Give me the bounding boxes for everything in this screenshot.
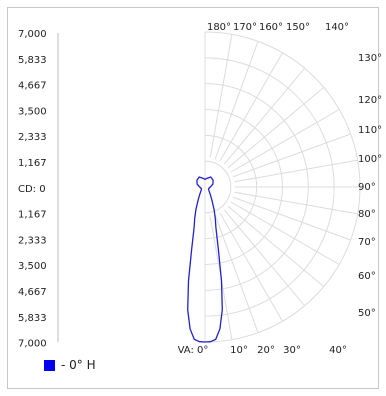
top-angle-label: 140° (325, 22, 349, 33)
cd-tick-label: 2,333 (18, 132, 47, 143)
right-angle-label: 80° (358, 209, 376, 220)
right-angle-label: 50° (358, 308, 376, 319)
top-angle-label: 170° (233, 22, 257, 33)
grid-spoke (219, 52, 283, 162)
cd-tick-label: 1,167 (18, 158, 47, 169)
cd-tick-label: 4,667 (18, 81, 47, 92)
grid-spoke (230, 201, 340, 265)
series-curve (187, 176, 223, 343)
legend: - 0° H (44, 358, 96, 372)
cd-tick-label: 1,167 (18, 210, 47, 221)
bottom-angle-label: 40° (329, 345, 347, 356)
top-angle-label: 150° (286, 22, 310, 33)
cd-tick-label: 5,833 (18, 313, 47, 324)
cd-tick-label: 3,500 (18, 261, 47, 272)
right-angle-label: 130° (358, 53, 382, 64)
grid-spoke (209, 34, 233, 158)
grid-spoke (214, 215, 259, 333)
right-angle-label: 70° (358, 237, 376, 248)
grid-spoke (219, 212, 283, 322)
bottom-angle-label: VA: 0° (178, 345, 209, 356)
bottom-angle-label: 30° (283, 345, 301, 356)
grid-spoke (227, 205, 325, 288)
right-angle-label: 60° (358, 271, 376, 282)
chart-frame (7, 7, 379, 389)
grid-spoke (214, 41, 259, 159)
grid-spoke (233, 133, 351, 178)
right-angle-label: 110° (358, 125, 382, 136)
cd-tick-label: 3,500 (18, 106, 47, 117)
grid-spoke (230, 109, 340, 173)
right-angle-label: 90° (358, 182, 376, 193)
right-angle-label: 120° (358, 95, 382, 106)
bottom-angle-label: 20° (257, 345, 275, 356)
grid-ring (204, 160, 232, 214)
legend-label: - 0° H (61, 358, 96, 372)
cd-tick-label: 7,000 (18, 29, 47, 40)
bottom-angle-label: 10° (230, 345, 248, 356)
top-angle-label: 180° (207, 22, 231, 33)
top-angle-label: 160° (259, 22, 283, 33)
grid-spoke (233, 196, 351, 241)
grid-spoke (234, 159, 358, 183)
cd-tick-label: 5,833 (18, 55, 47, 66)
grid-spoke (234, 191, 358, 215)
grid-spoke (223, 67, 306, 165)
cd-tick-label: 7,000 (18, 339, 47, 350)
right-angle-label: 100° (358, 154, 382, 165)
cd-tick-label: 4,667 (18, 287, 47, 298)
grid-spoke (223, 209, 306, 307)
cd-tick-label: CD: 0 (18, 184, 46, 195)
legend-swatch (44, 359, 55, 371)
grid-spoke (227, 86, 325, 169)
cd-tick-label: 2,333 (18, 235, 47, 246)
